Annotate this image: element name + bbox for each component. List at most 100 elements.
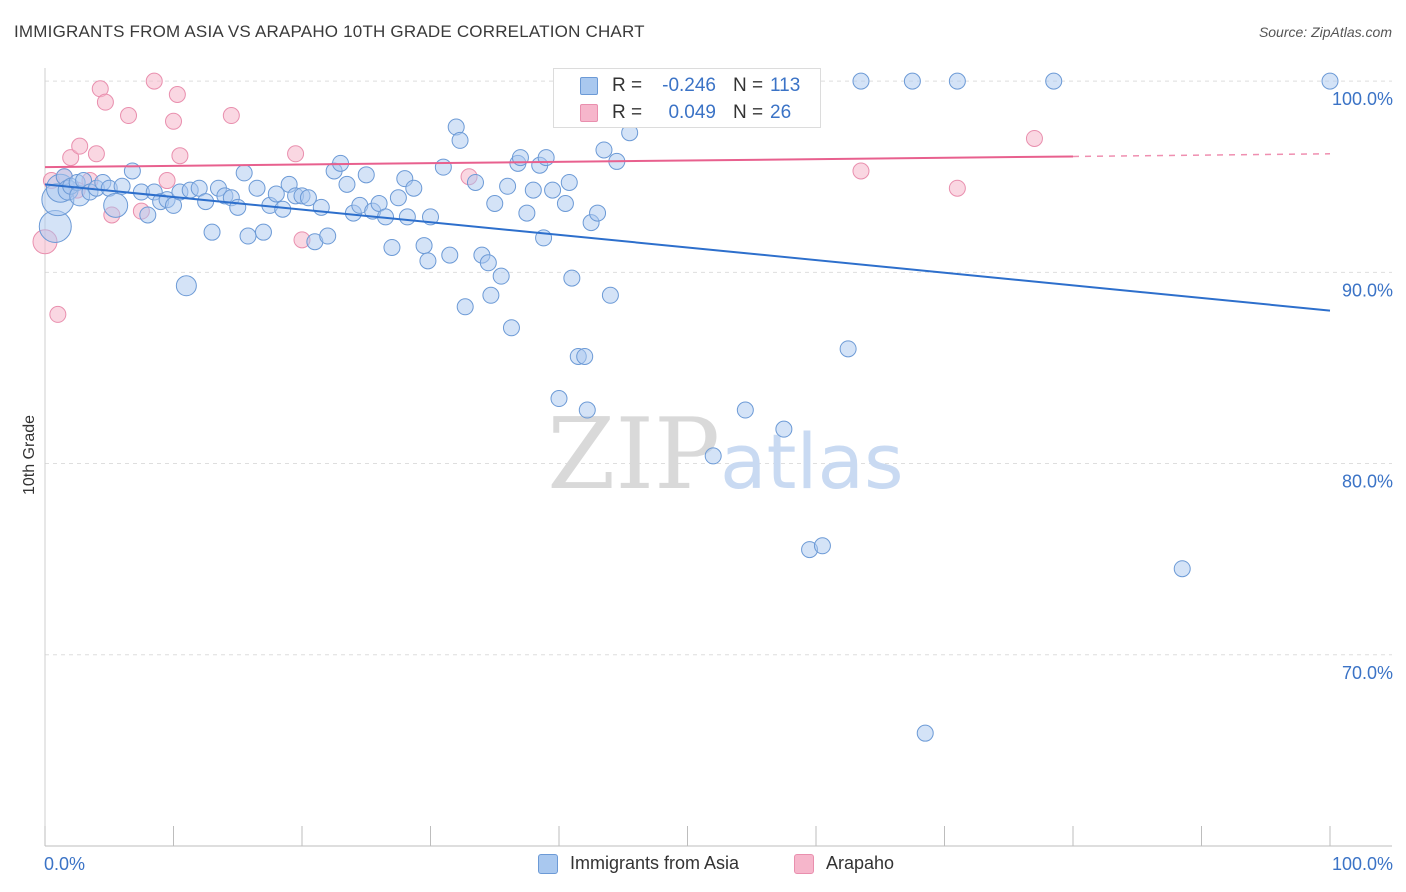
asia-point bbox=[550, 390, 568, 408]
asia-point bbox=[357, 166, 375, 184]
asia-point bbox=[203, 223, 221, 241]
asia-point bbox=[319, 227, 337, 245]
asia-point bbox=[560, 173, 578, 191]
asia-point bbox=[1045, 72, 1063, 90]
arapaho-point bbox=[96, 93, 114, 111]
arapaho-trend-line bbox=[44, 155, 1074, 169]
asia-point bbox=[451, 131, 469, 149]
asia-point bbox=[239, 227, 257, 245]
asia-point bbox=[903, 72, 921, 90]
asia-point bbox=[916, 724, 934, 742]
y-tick-label: 100.0% bbox=[1332, 89, 1393, 109]
stats-row-arapaho: R = 0.049 N = 26 bbox=[554, 101, 822, 127]
asia-point bbox=[466, 173, 484, 191]
watermark-atlas: atlas bbox=[720, 417, 904, 506]
asia-point bbox=[544, 181, 562, 199]
y-tick-label: 70.0% bbox=[1342, 663, 1393, 683]
asia-point bbox=[479, 254, 497, 272]
x-tick-label: 100.0% bbox=[1332, 854, 1393, 874]
asia-point bbox=[524, 181, 542, 199]
asia-point bbox=[576, 347, 594, 365]
asia-point bbox=[499, 177, 517, 195]
asia-point bbox=[103, 192, 129, 218]
asia-point bbox=[482, 286, 500, 304]
arapaho-legend-swatch bbox=[794, 854, 814, 874]
arapaho-point bbox=[852, 162, 870, 180]
asia-point bbox=[813, 537, 831, 555]
asia-point bbox=[589, 204, 607, 222]
arapaho-point bbox=[87, 145, 105, 163]
arapaho-point bbox=[71, 137, 89, 155]
arapaho-point bbox=[948, 179, 966, 197]
stats-row-asia: R = -0.246 N = 113 bbox=[554, 74, 822, 100]
asia-point bbox=[601, 286, 619, 304]
asia-point bbox=[139, 206, 157, 224]
asia-point bbox=[704, 447, 722, 465]
y-tick-label: 90.0% bbox=[1342, 280, 1393, 300]
asia-point bbox=[736, 401, 754, 419]
source-credit: Source: ZipAtlas.com bbox=[1258, 24, 1392, 40]
arapaho-point bbox=[145, 72, 163, 90]
asia-point bbox=[113, 177, 131, 195]
asia-point bbox=[419, 252, 437, 270]
y-tick-label: 80.0% bbox=[1342, 472, 1393, 492]
asia-point bbox=[389, 189, 407, 207]
asia-point bbox=[267, 185, 285, 203]
arapaho-swatch bbox=[580, 104, 598, 122]
asia-point bbox=[775, 420, 793, 438]
stats-legend: R = -0.246 N = 113 R = 0.049 N = 26 bbox=[553, 68, 821, 128]
asia-point bbox=[537, 149, 555, 167]
x-tick-label: 0.0% bbox=[44, 854, 85, 874]
asia-point bbox=[398, 208, 416, 226]
asia-point bbox=[415, 237, 433, 255]
r-value: 0.049 bbox=[668, 102, 716, 123]
asia-point bbox=[383, 238, 401, 256]
tick-labels: 100.0% 90.0% 80.0% 70.0% 0.0% 100.0% bbox=[44, 89, 1393, 874]
asia-swatch bbox=[580, 77, 598, 95]
asia-point bbox=[229, 198, 247, 216]
asia-point bbox=[563, 269, 581, 287]
asia-point bbox=[556, 195, 574, 213]
asia-point bbox=[175, 275, 197, 297]
r-value: -0.246 bbox=[662, 75, 716, 96]
n-value: 113 bbox=[770, 75, 801, 96]
arapaho-point bbox=[287, 145, 305, 163]
r-label: R = bbox=[612, 75, 643, 96]
trend-lines bbox=[44, 153, 1331, 312]
asia-point bbox=[948, 72, 966, 90]
asia-point bbox=[595, 141, 613, 159]
arapaho-point bbox=[120, 107, 138, 125]
asia-point bbox=[456, 298, 474, 316]
asia-point bbox=[852, 72, 870, 90]
asia-point bbox=[492, 267, 510, 285]
asia-point bbox=[405, 179, 423, 197]
legend-label: Arapaho bbox=[826, 853, 895, 873]
asia-point bbox=[434, 158, 452, 176]
asia-point bbox=[578, 401, 596, 419]
asia-point bbox=[486, 195, 504, 213]
asia-point bbox=[441, 246, 459, 264]
n-label: N = bbox=[733, 102, 764, 123]
legend-label: Immigrants from Asia bbox=[570, 853, 740, 873]
arapaho-point bbox=[158, 172, 176, 190]
arapaho-trend-extension bbox=[1072, 153, 1331, 158]
asia-trend-line bbox=[44, 183, 1331, 312]
chart-title: IMMIGRANTS FROM ASIA VS ARAPAHO 10TH GRA… bbox=[14, 22, 645, 41]
asia-point bbox=[254, 223, 272, 241]
asia-point bbox=[1321, 72, 1339, 90]
asia-point bbox=[518, 204, 536, 222]
n-label: N = bbox=[733, 75, 764, 96]
arapaho-point bbox=[165, 112, 182, 130]
asia-point bbox=[338, 175, 356, 193]
arapaho-point bbox=[222, 107, 240, 125]
arapaho-point bbox=[171, 147, 189, 165]
n-value: 26 bbox=[770, 102, 792, 123]
arapaho-point bbox=[62, 149, 80, 167]
arapaho-point bbox=[168, 86, 186, 104]
asia-point bbox=[248, 179, 266, 197]
watermark-zip: ZIP bbox=[547, 398, 720, 512]
arapaho-point bbox=[49, 305, 67, 323]
r-label: R = bbox=[612, 102, 643, 123]
asia-point bbox=[502, 319, 520, 337]
